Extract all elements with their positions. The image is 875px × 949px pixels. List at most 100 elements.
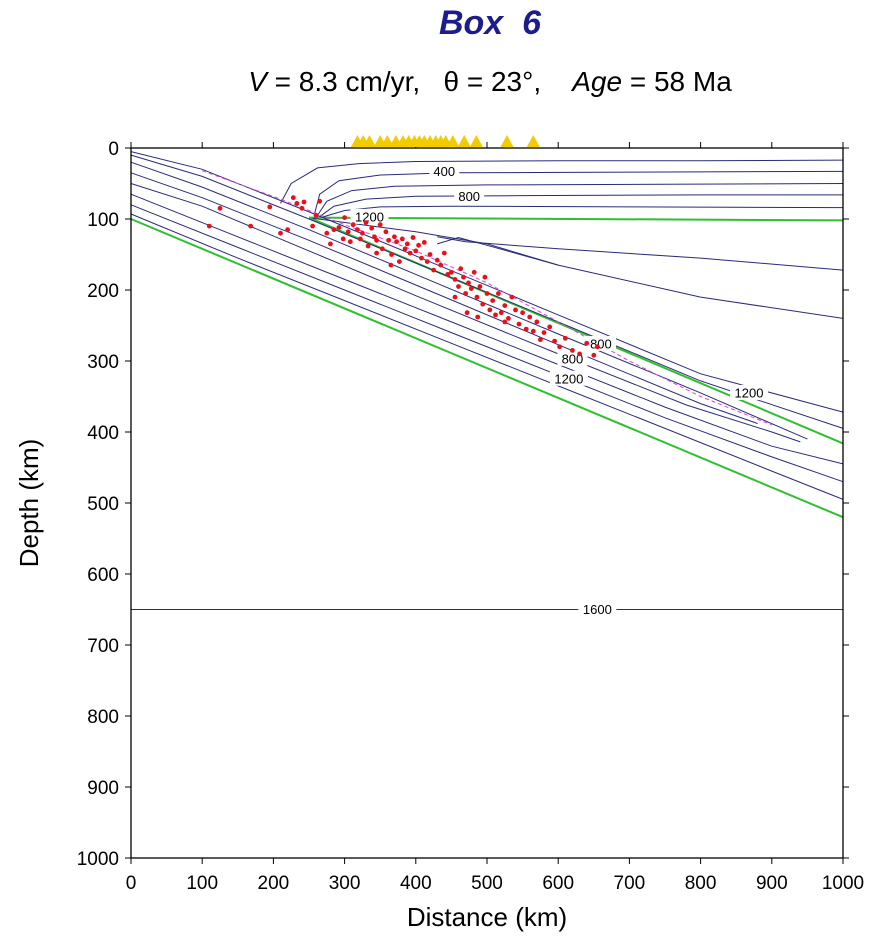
earthquake-point: [482, 274, 488, 280]
plot-frame: [130, 147, 844, 859]
earthquake-point: [350, 222, 356, 228]
earthquake-point: [394, 239, 399, 245]
isotherm-wedge_2: [314, 170, 844, 214]
isotherm-slab_base_iso_2: [130, 204, 844, 483]
earthquake-point: [468, 286, 474, 291]
isotherm-slab_base_iso_3: [130, 213, 844, 500]
earthquake-point: [527, 314, 533, 320]
earthquake-point: [290, 195, 296, 201]
earthquake-point: [424, 259, 430, 264]
y-tick-label: 200: [87, 281, 119, 302]
earthquake-point: [534, 319, 540, 325]
earthquake-point: [278, 230, 283, 236]
contour-label-bg: [585, 335, 616, 351]
earthquake-point: [496, 291, 501, 296]
contour-label-bg: [730, 384, 769, 400]
earthquake-point: [386, 237, 392, 243]
earthquake-point: [570, 348, 575, 353]
boundary-overriding_base: [308, 216, 844, 222]
earthquake-point: [490, 298, 496, 303]
earthquake-point: [577, 351, 582, 357]
earthquake-point: [475, 314, 481, 320]
earthquake-point: [299, 205, 305, 211]
chart-title: Box 6: [438, 4, 542, 42]
y-tick-label: 900: [87, 778, 119, 799]
earthquake-point: [464, 310, 470, 316]
earthquake-point: [452, 294, 458, 300]
contour-label: 800: [458, 189, 480, 204]
earthquake-point: [456, 284, 461, 289]
contour-label-bg: [454, 188, 485, 204]
earthquake-point: [562, 335, 568, 341]
earthquakes: [206, 195, 600, 358]
isotherm-slab_base_iso_1: [130, 193, 844, 465]
earthquake-point: [363, 220, 369, 226]
earthquake-point: [520, 310, 525, 316]
earthquake-point: [379, 246, 385, 252]
isotherm-slab_outer_1: [130, 151, 844, 413]
earthquake-point: [355, 227, 360, 233]
earthquake-point: [487, 307, 493, 313]
earthquake-point: [449, 269, 454, 275]
earthquake-point: [342, 215, 347, 221]
y-axis-label: Depth (km): [14, 439, 44, 568]
earthquake-point: [477, 284, 483, 289]
earthquake-point: [389, 252, 394, 257]
earthquake-point: [407, 250, 413, 256]
earthquake-point: [463, 291, 468, 296]
isotherms: [130, 151, 844, 610]
model-boundaries: [130, 216, 844, 519]
chart-subtitle: V = 8.3 cm/yr, θ = 23°, Age = 58 Ma: [0, 66, 875, 98]
isotherm-wedge_3: [317, 183, 844, 216]
earthquake-point: [369, 225, 375, 231]
y-tick-label: 300: [87, 352, 119, 373]
isotherm-overriding_right: [437, 236, 844, 271]
earthquake-point: [377, 222, 383, 228]
earthquake-point: [431, 267, 436, 273]
earthquake-point: [452, 277, 458, 282]
isotherm-slab_inner_3: [130, 183, 801, 443]
station-marker: [457, 135, 471, 147]
earthquake-point: [502, 303, 508, 308]
earthquake-point: [513, 307, 518, 313]
earthquake-point: [498, 310, 504, 316]
earthquake-point: [413, 248, 419, 254]
earthquake-point: [506, 316, 511, 321]
station-marker: [500, 135, 514, 147]
contour-label: 1200: [355, 209, 384, 224]
earthquake-point: [541, 330, 547, 335]
station-marker: [446, 135, 460, 147]
earthquake-point: [374, 237, 379, 243]
earthquake-point: [317, 198, 323, 204]
station-marker: [380, 135, 394, 147]
earthquake-point: [357, 236, 363, 242]
earthquake-point: [328, 241, 333, 247]
earthquake-point: [538, 337, 543, 343]
x-tick-label: 100: [186, 873, 218, 894]
contour-label: 1200: [554, 371, 583, 386]
velocity-text: = 8.3 cm/yr,: [266, 66, 444, 97]
x-tick-label: 400: [400, 873, 432, 894]
earthquake-point: [419, 255, 424, 261]
x-tick-label: 0: [126, 873, 137, 894]
y-tick-label: 1000: [77, 849, 119, 870]
earthquake-point: [294, 201, 300, 206]
earthquake-point: [248, 223, 254, 229]
x-tick-label: 600: [542, 873, 574, 894]
isotherm-slab_top_iso_2: [437, 236, 559, 266]
station-marker: [363, 135, 377, 147]
isotherm-wedge_1: [280, 159, 844, 204]
axis-ticks: 0 100 200 300 400 500 600 700 800 900 1000 0 100 200 3…: [77, 139, 864, 894]
earthquake-point: [441, 250, 447, 256]
y-tick-label: 700: [87, 636, 119, 657]
earthquake-point: [480, 301, 486, 307]
earthquake-point: [416, 242, 421, 248]
earthquake-point: [434, 257, 440, 263]
earthquake-point: [267, 204, 273, 210]
station-marker: [526, 135, 540, 147]
isotherm-wedge_5: [323, 205, 844, 218]
earthquake-point: [484, 291, 490, 296]
earthquake-point: [421, 240, 427, 245]
